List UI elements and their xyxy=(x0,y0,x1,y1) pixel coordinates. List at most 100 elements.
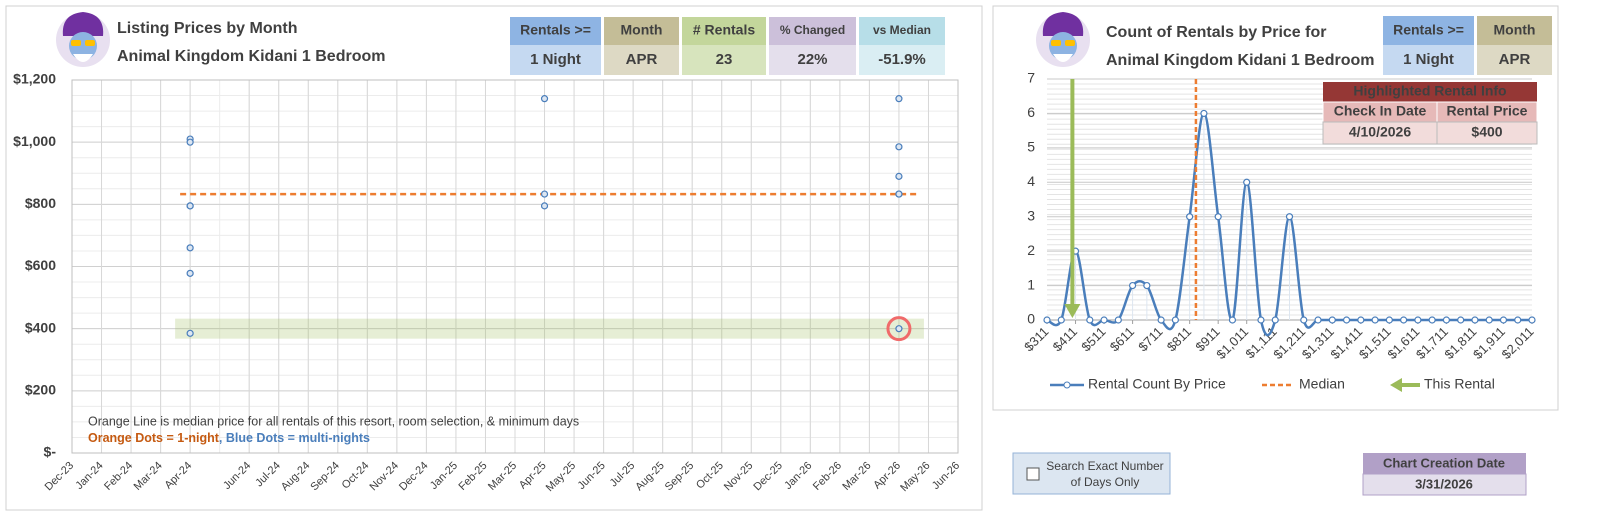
count-dot xyxy=(1528,316,1536,324)
logo xyxy=(1036,12,1090,67)
count-dot xyxy=(1428,316,1436,324)
chart-title: Listing Prices by Month xyxy=(117,20,297,37)
count-dot xyxy=(1271,316,1279,324)
price-dot xyxy=(186,329,194,337)
price-dot xyxy=(186,244,194,252)
box-value: 22% xyxy=(797,51,827,68)
count-dot xyxy=(1400,316,1408,324)
arrow-head xyxy=(1064,304,1081,318)
box-value: -51.9% xyxy=(878,51,926,68)
box-value: 23 xyxy=(716,51,733,68)
y-tick-label: 0 xyxy=(1027,311,1035,327)
count-dot xyxy=(1457,316,1465,324)
count-dot xyxy=(1228,316,1237,324)
y-tick-label: 5 xyxy=(1027,139,1035,155)
box-value-bg xyxy=(510,45,601,75)
price-dot xyxy=(895,172,903,180)
y-tick-label: $200 xyxy=(25,382,56,398)
count-dot xyxy=(1186,213,1194,221)
count-dot xyxy=(1285,213,1294,221)
count-dot xyxy=(1471,316,1479,324)
y-tick-label: 6 xyxy=(1027,104,1035,120)
y-tick-label: $600 xyxy=(25,257,56,273)
chart-title: Count of Rentals by Price for xyxy=(1106,24,1326,41)
price-dot xyxy=(895,190,903,198)
price-dot xyxy=(540,190,549,198)
price-dot xyxy=(540,202,549,210)
box-value-bg xyxy=(604,45,679,75)
y-tick-label: 7 xyxy=(1027,70,1035,86)
box-header: # Rentals xyxy=(693,22,755,38)
box-header: % Changed xyxy=(780,23,845,37)
glasses xyxy=(71,40,81,46)
legend-note-part: , xyxy=(219,431,226,445)
count-dot xyxy=(1371,316,1379,324)
count-dot xyxy=(1414,316,1422,324)
box-value: 1 Night xyxy=(530,51,581,68)
box-header-bg xyxy=(1383,16,1474,45)
face xyxy=(1049,32,1077,60)
box-value-bg xyxy=(859,45,945,75)
box-header-bg xyxy=(510,17,601,45)
chart-subtitle: Animal Kingdom Kidani 1 Bedroom xyxy=(1106,52,1374,69)
turban xyxy=(62,12,104,36)
turban xyxy=(1042,12,1084,36)
note: Orange Line is median price for all rent… xyxy=(88,414,579,428)
count-dot xyxy=(1171,316,1179,324)
beard xyxy=(73,54,93,62)
legend-note-part: Orange Dots = 1-night xyxy=(88,431,220,445)
date-header-bg xyxy=(1363,453,1526,474)
box-value-bg xyxy=(1477,45,1552,75)
y-tick-label: $- xyxy=(44,444,57,460)
date-value-bg xyxy=(1362,473,1527,496)
count-dot xyxy=(1057,316,1065,324)
price-dot xyxy=(895,143,903,151)
y-tick-label: $1,200 xyxy=(13,71,56,87)
box-value-bg xyxy=(769,45,856,75)
info-cell-bg xyxy=(1436,121,1538,145)
box-header-bg xyxy=(682,17,766,45)
beard xyxy=(1053,54,1073,62)
price-dot xyxy=(186,138,194,146)
checkbox-label: Search Exact Number xyxy=(1046,459,1163,473)
box-header-bg xyxy=(1477,16,1552,45)
price-dot xyxy=(186,202,194,210)
glasses xyxy=(85,40,95,46)
box-header: Rentals >= xyxy=(1393,22,1464,38)
y-tick-label: $1,000 xyxy=(13,133,56,149)
box-header: Month xyxy=(1494,22,1536,38)
y-tick-label: 2 xyxy=(1027,242,1035,258)
box-header: vs Median xyxy=(873,23,931,37)
count-dot xyxy=(1086,316,1094,324)
count-dot xyxy=(1300,316,1308,324)
count-dot xyxy=(1100,316,1108,324)
box-value: 1 Night xyxy=(1403,51,1454,68)
price-dot xyxy=(186,269,194,277)
glasses xyxy=(1051,40,1061,46)
glasses xyxy=(1065,40,1075,46)
legend-arrow xyxy=(1390,378,1402,392)
count-dot xyxy=(1114,316,1122,324)
y-tick-label: 4 xyxy=(1027,173,1035,189)
box-header-bg xyxy=(859,17,945,45)
info-header: Check In Date xyxy=(1334,103,1427,119)
count-dot xyxy=(1043,316,1051,324)
checkbox-label: of Days Only xyxy=(1071,475,1140,489)
legend-note: Orange Dots = 1-night, Blue Dots = multi… xyxy=(88,431,370,445)
checkbox[interactable] xyxy=(1026,467,1040,481)
box-header-bg xyxy=(769,17,856,45)
count-dot xyxy=(1328,316,1336,324)
count-dot xyxy=(1128,281,1137,290)
count-dot xyxy=(1499,316,1508,324)
box-value: APR xyxy=(626,51,658,68)
legend-label: This Rental xyxy=(1424,376,1495,392)
date-header: Chart Creation Date xyxy=(1383,455,1505,470)
box-header: Rentals >= xyxy=(520,22,591,38)
legend-note-part: Blue Dots = multi-nights xyxy=(226,431,370,445)
count-dot xyxy=(1342,316,1351,324)
highlight-band xyxy=(175,318,924,339)
price-dot xyxy=(895,325,903,333)
info-cell: $400 xyxy=(1471,124,1502,140)
left-panel xyxy=(5,5,983,511)
